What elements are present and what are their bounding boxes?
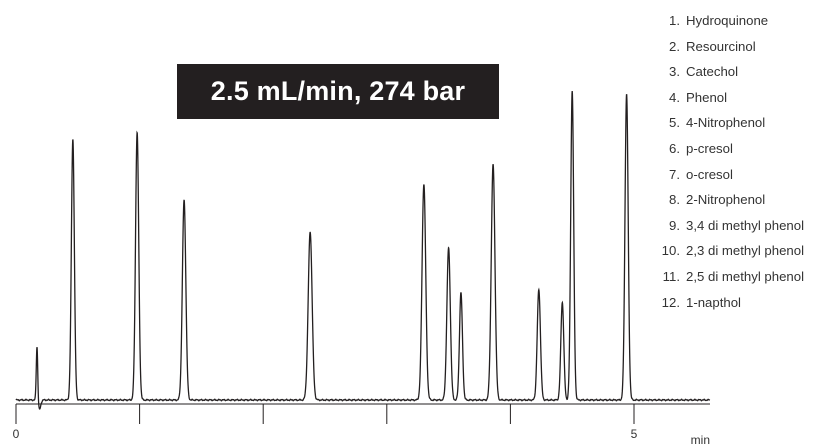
x-axis: 0 5 min	[13, 403, 710, 447]
legend-label: p-cresol	[686, 140, 733, 156]
legend-item: 10. 2,3 di methyl phenol	[660, 238, 804, 264]
legend-item: 2. Resourcinol	[660, 34, 804, 60]
legend-number: 6.	[669, 140, 680, 156]
x-tick-label: 0	[13, 427, 20, 441]
legend-number: 7.	[669, 166, 680, 182]
legend-number: 3.	[669, 64, 680, 80]
legend-number: 8.	[669, 192, 680, 208]
legend-label: Hydroquinone	[686, 13, 769, 28]
legend-label: 2,5 di methyl phenol	[686, 268, 805, 284]
peak-legend: 1. Hydroquinone 2. Resourcinol 3. Catechol 4. P…	[660, 8, 804, 315]
legend-label: Catechol	[686, 64, 739, 80]
legend-item: 11. 2,5 di methyl phenol	[660, 264, 804, 290]
legend-number: 4.	[669, 89, 680, 105]
legend-label: 4-Nitrophenol	[686, 115, 766, 131]
legend-number: 11.	[662, 268, 680, 284]
legend-number: 5.	[669, 115, 680, 131]
legend-item: 3. Catechol	[660, 59, 804, 85]
legend-item: 5. 4-Nitrophenol	[660, 110, 804, 136]
legend-number: 2.	[669, 38, 680, 54]
legend-label: 1-napthol	[686, 294, 741, 310]
legend-label: 2-Nitrophenol	[686, 192, 766, 208]
legend-label: Phenol	[686, 89, 728, 105]
legend-item: 7. o-cresol	[660, 162, 804, 188]
x-axis-unit-label: min	[691, 433, 710, 447]
legend-item: 4. Phenol	[660, 85, 804, 111]
trace-layer	[15, 90, 711, 410]
legend-item: 12. 1-napthol	[660, 290, 804, 316]
legend-item: 6. p-cresol	[660, 136, 804, 162]
legend-item: 9. 3,4 di methyl phenol	[660, 213, 804, 239]
chromatogram-trace	[15, 90, 711, 410]
legend-item: 1. Hydroquinone	[660, 8, 804, 34]
chart-title: 2.5 mL/min, 274 bar	[177, 64, 499, 119]
legend-number: 1.	[669, 13, 680, 28]
legend-item: 8. 2-Nitrophenol	[660, 187, 804, 213]
legend-label: o-cresol	[686, 166, 733, 182]
legend-label: Resourcinol	[686, 38, 756, 54]
legend-label: 3,4 di methyl phenol	[686, 217, 805, 233]
x-tick-label: 5	[631, 427, 638, 441]
legend-label: 2,3 di methyl phenol	[686, 243, 805, 259]
legend-number: 10.	[661, 243, 680, 259]
legend-number: 9.	[669, 217, 680, 233]
legend-number: 12.	[661, 294, 680, 310]
